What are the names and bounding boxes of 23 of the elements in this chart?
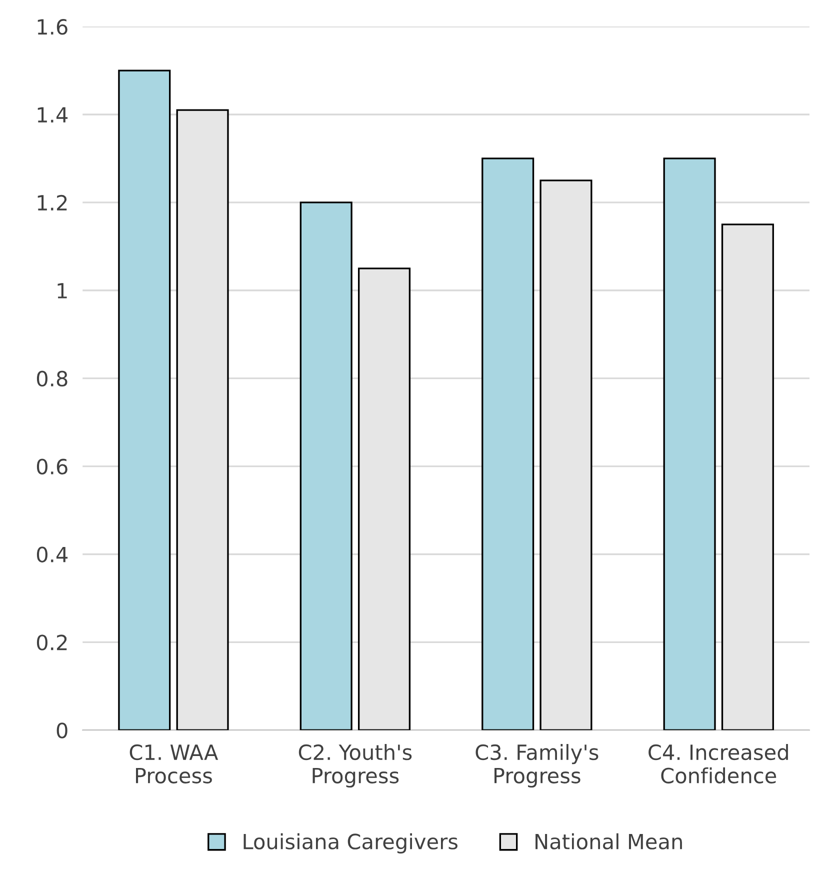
y-tick-label: 0.2 [36,634,67,650]
bar [118,70,171,730]
x-tick-label: C1. WAA Process [130,744,218,784]
bar [176,109,229,730]
x-tick-label: C4. Increased Confidence [648,744,788,784]
y-tick-label: 1 [58,283,67,298]
y-tick-label: 0.8 [36,370,68,387]
bar [482,158,534,730]
y-tick-label: 0 [56,722,68,738]
x-tick-label: C3. Family's Progress [476,744,598,788]
y-tick-label: 1.4 [38,107,68,122]
y-tick-label: 0.6 [36,458,68,474]
legend-label: National Mean [536,833,682,850]
y-tick-label: 0.4 [36,546,68,562]
bar [358,268,411,730]
bar [721,224,774,730]
bar [540,180,592,730]
y-tick-label: 1.6 [38,19,68,35]
bar [300,202,352,730]
y-tick-label: 1.2 [38,194,67,210]
legend-label: Louisiana Caregivers [244,833,458,854]
bar [663,158,716,730]
x-tick-label: C2. Youth's Progress [298,744,412,788]
